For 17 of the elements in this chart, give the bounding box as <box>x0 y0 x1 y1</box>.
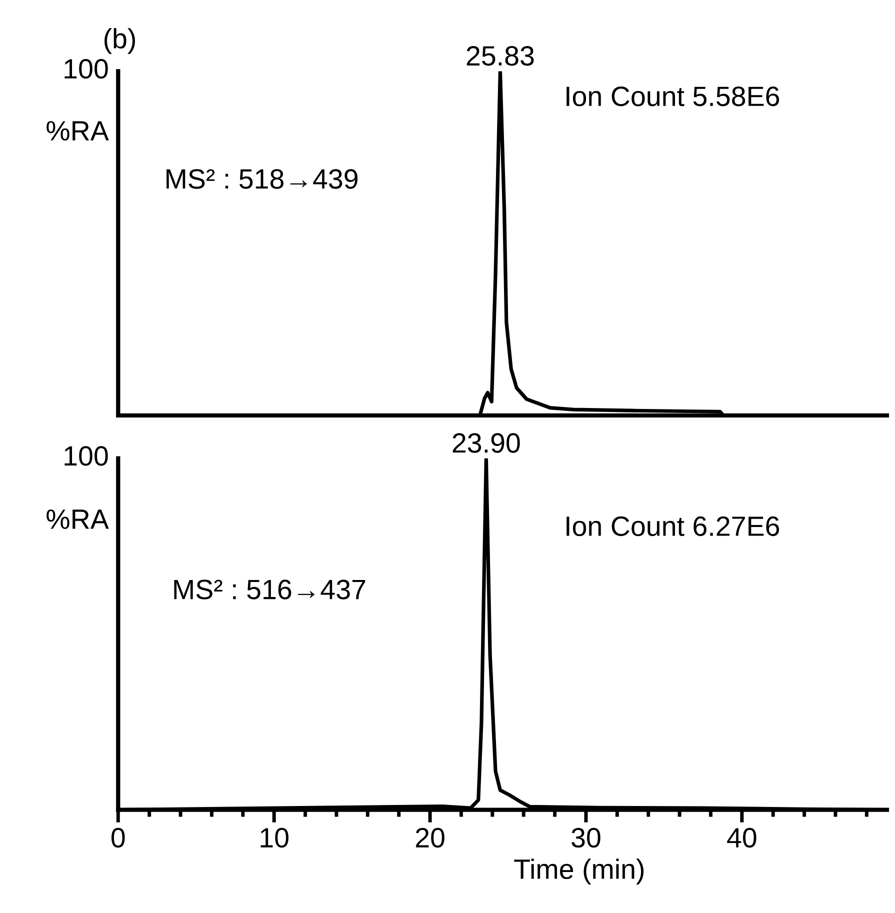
annotation: 25.83 <box>466 46 534 66</box>
x-axis-title: Time (min) <box>514 858 644 885</box>
x-tick-label: 30 <box>572 828 600 848</box>
x-tick-label: 40 <box>727 828 756 848</box>
x-tick-label: 10 <box>260 828 288 848</box>
y-axis-title: %RA <box>46 510 109 529</box>
text: 100 <box>64 59 108 79</box>
annotation: Ion Count 5.58E6 <box>566 86 780 106</box>
annotation: Ion Count 6.27E6 <box>566 516 780 536</box>
text: 100 <box>64 446 108 466</box>
annotation: 23.90 <box>452 433 520 453</box>
x-tick-label: 0 <box>112 828 125 848</box>
y-axis-title: %RA <box>46 121 109 141</box>
annotation: MS² : 516→437 <box>174 580 366 600</box>
x-tick-label: 20 <box>416 828 444 848</box>
chart-title: (b) <box>104 28 135 54</box>
annotation: MS² : 518→439 <box>166 169 358 189</box>
